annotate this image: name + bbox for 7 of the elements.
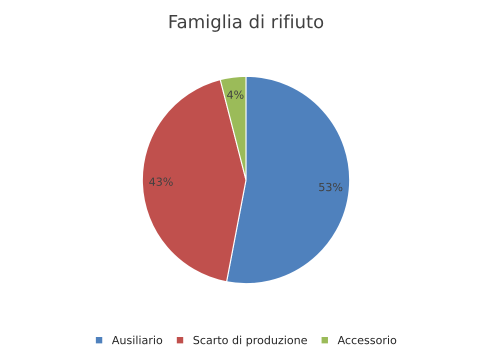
data-label: 43% xyxy=(149,177,173,186)
legend-label: Accessorio xyxy=(338,336,396,344)
data-label: 4% xyxy=(227,90,244,99)
data-label: 53% xyxy=(319,182,342,192)
legend-label: Ausiliario xyxy=(112,336,162,344)
chart-title: Famiglia di rifiuto xyxy=(170,14,324,32)
legend-label: Scarto di produzione xyxy=(194,336,307,346)
